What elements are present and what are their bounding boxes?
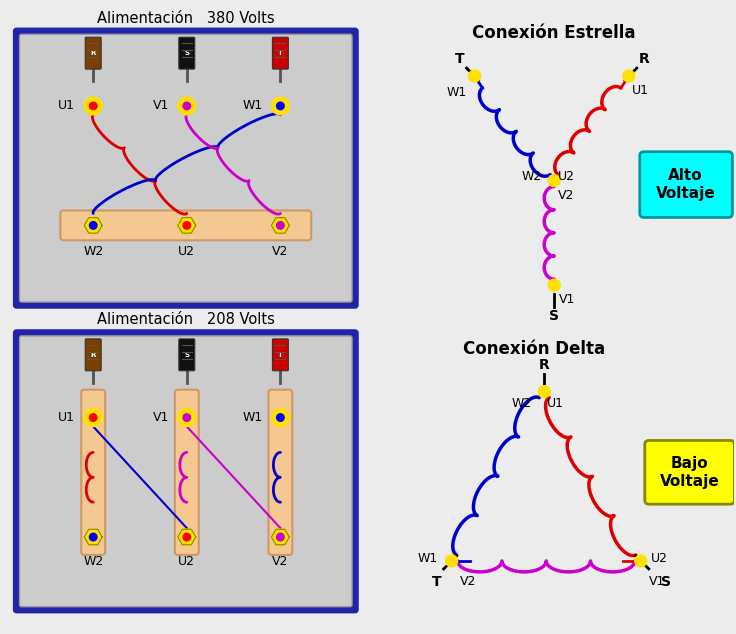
Text: V2: V2 (272, 245, 289, 258)
Text: V1: V1 (559, 293, 576, 306)
Text: V1: V1 (152, 411, 169, 424)
FancyBboxPatch shape (13, 330, 358, 612)
Text: S: S (184, 352, 189, 358)
Polygon shape (178, 529, 196, 545)
Text: T: T (278, 352, 283, 358)
Text: R: R (639, 52, 650, 66)
FancyBboxPatch shape (175, 390, 199, 555)
Text: U2: U2 (558, 170, 575, 183)
Text: R: R (91, 50, 96, 56)
Text: V2: V2 (459, 575, 476, 588)
FancyBboxPatch shape (272, 339, 289, 371)
Text: S: S (661, 575, 670, 589)
Text: V1: V1 (648, 575, 665, 588)
Text: Bajo
Voltaje: Bajo Voltaje (659, 456, 720, 489)
Polygon shape (84, 529, 102, 545)
Text: U1: U1 (547, 397, 565, 410)
Text: V2: V2 (558, 188, 575, 202)
Circle shape (277, 533, 284, 541)
Text: Alto
Voltaje: Alto Voltaje (656, 169, 715, 201)
Polygon shape (178, 217, 196, 233)
Circle shape (272, 408, 289, 427)
Text: W1: W1 (446, 86, 467, 99)
Text: Alimentación   380 Volts: Alimentación 380 Volts (97, 11, 275, 26)
Circle shape (183, 222, 191, 229)
Text: U2: U2 (178, 245, 195, 258)
Circle shape (272, 97, 289, 115)
Polygon shape (272, 529, 289, 545)
Text: W1: W1 (417, 552, 438, 566)
Circle shape (277, 414, 284, 422)
Circle shape (178, 408, 196, 427)
FancyBboxPatch shape (272, 37, 289, 69)
Circle shape (635, 555, 647, 567)
Text: W1: W1 (242, 100, 263, 112)
Polygon shape (84, 217, 102, 233)
FancyBboxPatch shape (20, 34, 352, 302)
Text: Alimentación   208 Volts: Alimentación 208 Volts (97, 313, 275, 328)
Text: V2: V2 (272, 555, 289, 568)
Circle shape (90, 222, 97, 229)
FancyBboxPatch shape (645, 441, 735, 504)
Text: R: R (91, 352, 96, 358)
Text: U1: U1 (58, 411, 75, 424)
Circle shape (178, 97, 196, 115)
Text: S: S (184, 50, 189, 56)
FancyBboxPatch shape (85, 37, 101, 69)
Text: V1: V1 (152, 100, 169, 112)
Circle shape (90, 102, 97, 110)
Circle shape (84, 97, 102, 115)
Text: Conexión Delta: Conexión Delta (463, 340, 605, 358)
FancyBboxPatch shape (179, 37, 195, 69)
FancyBboxPatch shape (85, 339, 101, 371)
FancyBboxPatch shape (179, 339, 195, 371)
Circle shape (446, 555, 458, 567)
FancyBboxPatch shape (60, 210, 311, 240)
Text: Conexión Estrella: Conexión Estrella (473, 24, 636, 42)
Circle shape (277, 222, 284, 229)
Text: T: T (278, 50, 283, 56)
Text: W2: W2 (83, 555, 103, 568)
Text: U1: U1 (58, 100, 75, 112)
Text: T: T (432, 575, 442, 589)
Text: T: T (455, 52, 464, 66)
FancyBboxPatch shape (81, 390, 105, 555)
Circle shape (183, 533, 191, 541)
Text: U1: U1 (631, 84, 649, 97)
Circle shape (548, 279, 560, 291)
Circle shape (548, 174, 560, 186)
Polygon shape (272, 217, 289, 233)
Text: U2: U2 (178, 555, 195, 568)
Text: W2: W2 (522, 170, 542, 183)
Circle shape (469, 70, 481, 82)
FancyBboxPatch shape (269, 390, 292, 555)
Circle shape (538, 385, 551, 398)
Circle shape (623, 70, 635, 82)
Text: W2: W2 (512, 397, 532, 410)
FancyBboxPatch shape (640, 152, 732, 217)
Circle shape (90, 414, 97, 422)
Circle shape (90, 533, 97, 541)
Text: U2: U2 (651, 552, 668, 566)
Circle shape (277, 102, 284, 110)
Text: W1: W1 (242, 411, 263, 424)
Circle shape (183, 102, 191, 110)
FancyBboxPatch shape (13, 29, 358, 308)
Text: W2: W2 (83, 245, 103, 258)
Text: S: S (549, 309, 559, 323)
FancyBboxPatch shape (20, 336, 352, 607)
Circle shape (183, 414, 191, 422)
Circle shape (84, 408, 102, 427)
Text: R: R (539, 358, 550, 372)
